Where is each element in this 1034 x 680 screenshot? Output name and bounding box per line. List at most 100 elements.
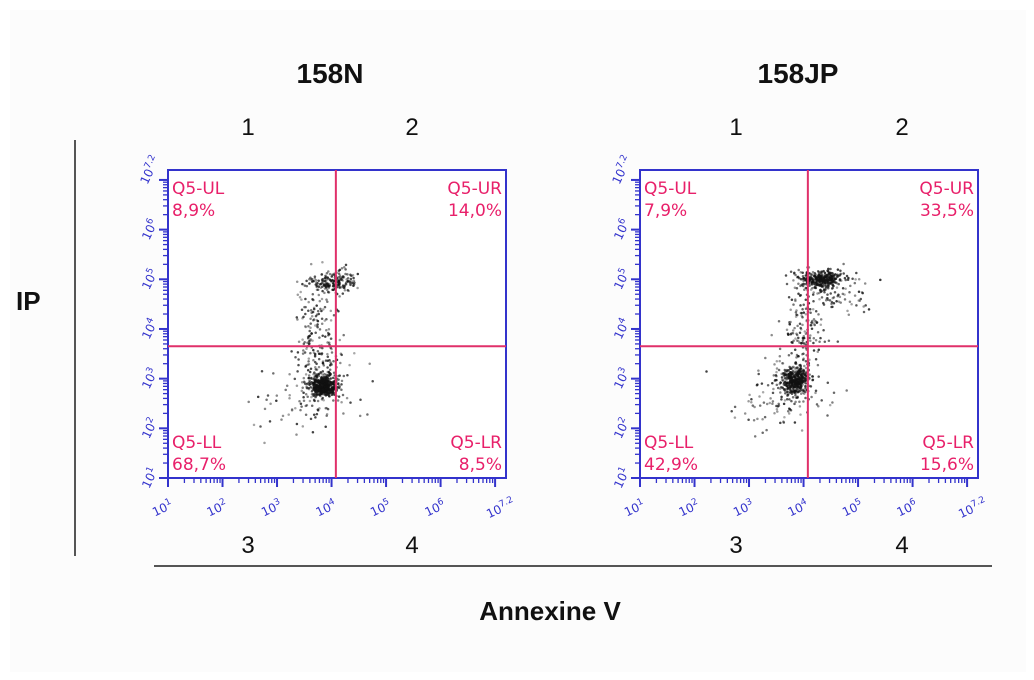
event-dot	[290, 409, 294, 412]
event-dot	[801, 376, 804, 379]
event-dot	[812, 282, 816, 286]
event-dot	[326, 366, 329, 369]
event-dot	[810, 273, 813, 276]
event-dot	[304, 404, 308, 408]
axis-ticks	[631, 178, 969, 487]
event-dot	[260, 370, 264, 373]
event-dot	[329, 337, 333, 340]
event-dot	[312, 298, 315, 302]
event-dot	[296, 351, 300, 354]
event-dot	[295, 384, 299, 387]
event-dot	[832, 296, 836, 299]
event-dot	[307, 357, 311, 360]
event-dot	[827, 275, 830, 278]
event-dot	[791, 365, 795, 369]
event-dot	[851, 277, 854, 281]
event-dot	[320, 297, 324, 301]
event-dot	[775, 367, 779, 370]
event-dot	[827, 285, 830, 288]
event-dot	[320, 381, 324, 384]
event-dot	[790, 340, 793, 344]
event-dot	[820, 271, 823, 274]
event-dot	[341, 393, 345, 397]
quadrant-ul-percent: 8,9%	[172, 201, 215, 221]
quadrant-ur-percent: 14,0%	[448, 201, 502, 221]
event-dot	[299, 408, 302, 412]
event-dot	[804, 381, 807, 385]
event-dot	[786, 410, 790, 413]
event-dot	[309, 317, 312, 321]
y-tick-label: 105	[138, 266, 160, 291]
event-dot	[800, 429, 804, 432]
event-dot	[337, 395, 341, 398]
event-dot	[778, 382, 781, 386]
event-dot	[798, 341, 801, 344]
event-dot	[344, 268, 347, 271]
event-dot	[316, 288, 320, 292]
event-dot	[330, 347, 333, 351]
event-dot	[801, 381, 804, 384]
event-dot	[332, 380, 335, 384]
event-dot	[791, 370, 795, 373]
event-dot	[325, 298, 328, 301]
event-dot	[785, 390, 789, 394]
event-dot	[314, 324, 317, 327]
event-dot	[319, 391, 323, 395]
event-dot	[320, 281, 324, 285]
event-dot	[839, 301, 842, 304]
event-dot	[338, 286, 341, 290]
event-dot	[315, 412, 319, 416]
event-dot	[817, 348, 821, 352]
event-dot	[800, 378, 804, 382]
event-dot	[826, 281, 830, 284]
event-dot	[792, 303, 795, 306]
event-dot	[356, 272, 360, 276]
event-dot	[312, 373, 315, 376]
event-dot	[318, 352, 322, 356]
event-dot	[802, 335, 806, 338]
event-dot	[321, 334, 324, 338]
event-dot	[776, 386, 780, 390]
event-dot	[324, 377, 327, 381]
event-dot	[809, 323, 812, 327]
event-dot	[325, 388, 329, 392]
event-dot	[822, 285, 825, 289]
event-dot	[341, 284, 345, 287]
event-dot	[820, 272, 824, 276]
event-dot	[794, 298, 797, 301]
y-tick-label: 102	[138, 415, 160, 440]
event-dot	[804, 366, 808, 370]
event-dot	[321, 389, 325, 392]
event-dot	[797, 370, 800, 374]
event-dot	[323, 385, 327, 388]
event-dot	[310, 332, 313, 335]
event-dot	[784, 383, 788, 387]
event-dot	[798, 331, 802, 335]
event-dot	[299, 402, 303, 406]
event-dot	[826, 282, 830, 285]
event-dot	[328, 373, 332, 377]
event-dot	[315, 318, 319, 322]
event-dot	[859, 297, 863, 301]
event-dot	[826, 381, 830, 385]
event-dot	[795, 313, 798, 316]
event-dot	[323, 382, 327, 385]
event-dot	[879, 278, 882, 282]
event-dot	[862, 310, 866, 314]
event-dot	[798, 405, 802, 408]
event-dot	[309, 367, 313, 370]
event-dot	[789, 385, 792, 388]
x-tick-label: 101	[622, 497, 647, 519]
y-axis-bracket-line	[74, 140, 76, 556]
event-dot	[842, 272, 845, 275]
event-dot	[788, 388, 792, 392]
event-dot	[796, 385, 800, 389]
event-dot	[309, 278, 313, 282]
event-dot	[794, 400, 797, 404]
event-dot	[804, 279, 808, 282]
event-dot	[828, 276, 832, 280]
event-dot	[325, 318, 328, 321]
event-dot	[795, 339, 799, 342]
event-dot	[313, 380, 316, 383]
event-dot	[310, 390, 314, 393]
